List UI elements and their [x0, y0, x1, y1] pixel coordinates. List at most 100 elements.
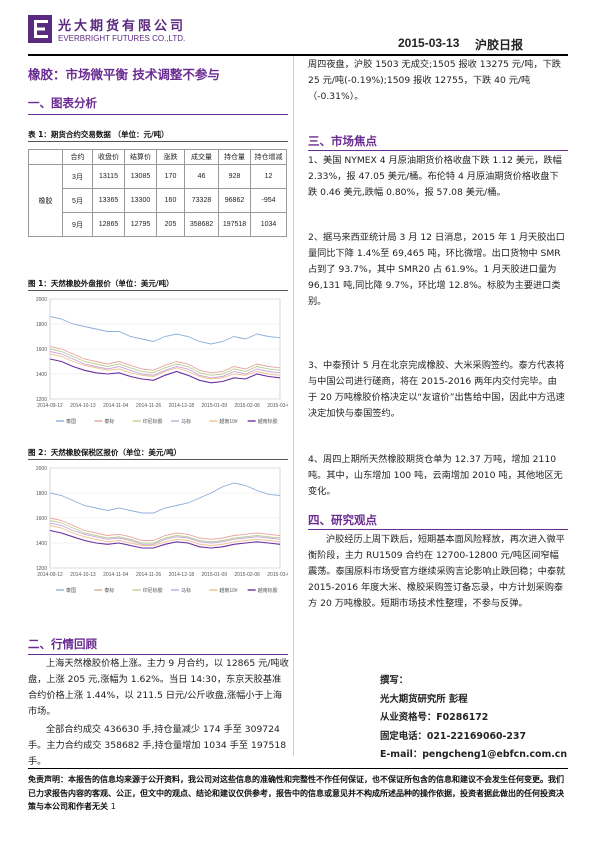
table-cell: -954 [250, 188, 287, 213]
section-rule [28, 114, 288, 115]
chart2-series-line [49, 529, 281, 549]
company-logo [28, 15, 52, 43]
table-header: 持仓增减 [250, 149, 287, 165]
chart2-x-tick-label: 2014-11-04 [103, 572, 128, 578]
chart1-legend-label: 马标 [181, 418, 191, 425]
chart1-y-tick-label: 1400 [36, 372, 47, 378]
chart2-series-line [49, 522, 281, 545]
section-chart-analysis: 一、图表分析 [28, 96, 97, 110]
chart1-x-tick-label: 2015-03-09 [267, 403, 288, 409]
focus-item-3: 3、中泰预计 5 月在北京完成橡胶、大米采购签约。泰方代表将与中国公司进行磋商，… [308, 360, 565, 419]
table-header: 持仓量 [218, 149, 251, 165]
chart1-series-line [49, 346, 281, 374]
header-rule [28, 54, 568, 56]
focus-item-4: 4、周四上期所天然橡胶期货仓单为 12.37 万吨，增加 2110 吨。其中，山… [308, 454, 563, 497]
chart2-y-tick-label: 1800 [36, 491, 47, 497]
table-cell: 13115 [92, 164, 125, 189]
chart2-legend-label: 印尼标胶 [143, 587, 163, 594]
chart1-y-tick-label: 2000 [36, 297, 47, 303]
chart1-x-tick-label: 2015-02-06 [234, 403, 260, 409]
chart1-legend-label: 印尼标胶 [143, 418, 163, 425]
section-market-focus: 三、市场焦点 [308, 134, 377, 148]
table-cell: 3月 [62, 164, 93, 189]
table-header: 收盘价 [92, 149, 125, 165]
chart1-legend-label: 泰标 [104, 418, 114, 425]
chart1-x-tick-label: 2014-11-26 [136, 403, 161, 409]
caption-rule [28, 459, 288, 460]
chart2-legend-label: 泰国 [66, 587, 76, 594]
section-rule [308, 150, 568, 151]
review-paragraph-1: 上海天然橡胶价格上涨。主力 9 月合约，以 12865 元/吨收盘，上涨 205… [28, 658, 289, 717]
chart2-y-tick-label: 1400 [36, 541, 47, 547]
chart1-series-line [49, 351, 281, 379]
disclaimer: 免责声明：本报告的信息均来源于公开资料，我公司对这些信息的准确性和完整性不作任何… [28, 773, 568, 814]
table-cell: 197518 [218, 212, 251, 237]
author-email[interactable]: E-mail：pengcheng1@ebfcn.com.cn [380, 749, 568, 760]
table-cell: 46 [184, 164, 219, 189]
table-cell: 160 [156, 188, 185, 213]
chart2-x-tick-label: 2014-11-26 [136, 572, 161, 578]
table-cell: 928 [218, 164, 251, 189]
table-cell: 5月 [62, 188, 93, 213]
table-header: 结算价 [124, 149, 157, 165]
chart1-caption: 图 1：天然橡胶外盘报价（单位：美元/吨） [28, 279, 174, 288]
futures-table: 合约 收盘价 结算价 涨跌 成交量 持仓量 持仓增减 橡胶 3月 13115 1… [28, 149, 287, 237]
table-cell: 96862 [218, 188, 251, 213]
chart2-y-tick-label: 2000 [36, 466, 47, 472]
author-label: 撰写： [380, 675, 409, 686]
chart2-series-line [49, 482, 281, 514]
company-name-cn: 光大期货有限公司 [58, 19, 187, 34]
chart2-legend-label: 越南10# [219, 587, 238, 594]
review-paragraph-2: 全部合约成交 436630 手,持仓量减少 174 手至 309724 手。主力… [28, 724, 287, 767]
main-title: 橡胶：市场微平衡 技术调整不参与 [28, 67, 220, 82]
table-cell: 205 [156, 212, 185, 237]
table-cell: 12865 [92, 212, 125, 237]
night-session-text: 周四夜盘，沪胶 1503 无成交;1505 报收 13275 元/吨，下跌 25… [308, 59, 561, 102]
chart1-x-tick-label: 2015-01-09 [201, 403, 227, 409]
chart1-x-tick-label: 2014-12-18 [169, 403, 195, 409]
chart2-y-tick-label: 1600 [36, 516, 47, 522]
chart2-y-tick-label: 1200 [36, 566, 47, 572]
chart1-x-tick-label: 2014-09-12 [37, 403, 63, 409]
chart1-series-line [49, 358, 281, 384]
chart2-x-tick-label: 2014-09-12 [37, 572, 63, 578]
author-phone: 固定电话：021-22169060-237 [380, 730, 526, 742]
chart2-x-tick-label: 2015-03-09 [267, 572, 288, 578]
chart1-legend-label: 越南10# [219, 418, 238, 425]
table-cell: 12795 [124, 212, 157, 237]
section-research-view: 四、研究观点 [308, 513, 377, 527]
footer-rule [28, 768, 568, 769]
table-caption: 表 1：期货合约交易数据 （单位：元/吨） [28, 130, 169, 139]
chart1-series-line [49, 353, 281, 380]
table-cell: 9月 [62, 212, 93, 237]
page-number: 1 [110, 802, 116, 811]
chart1-y-tick-label: 1200 [36, 397, 47, 403]
chart2-x-tick-label: 2015-01-09 [201, 572, 227, 578]
commodity-cell: 橡胶 [28, 164, 63, 237]
section-market-review: 二、行情回顾 [28, 637, 97, 651]
caption-rule [28, 290, 288, 291]
table-cell: 1034 [250, 212, 287, 237]
chart2-legend-label: 越南标胶 [258, 587, 278, 594]
chart1-y-tick-label: 1600 [36, 347, 47, 353]
table-header: 成交量 [184, 149, 219, 165]
research-view-text: 沪胶经历上周下跌后，短期基本面风险释放，再次进入微平衡阶段，主力 RU1509 … [308, 534, 566, 609]
table-header-row: 合约 收盘价 结算价 涨跌 成交量 持仓量 持仓增减 [28, 149, 287, 165]
chart1-x-tick-label: 2014-11-04 [103, 403, 128, 409]
table-header: 合约 [62, 149, 93, 165]
chart2-legend-label: 马标 [181, 587, 191, 594]
chart1-series-line [49, 316, 281, 345]
table-header: 涨跌 [156, 149, 185, 165]
caption-rule [28, 141, 288, 142]
table-row: 9月 12865 12795 205 358682 197518 1034 [29, 212, 287, 237]
chart1-series-line [49, 348, 281, 376]
chart2-series-line [49, 525, 281, 546]
focus-item-2: 2、据马来西亚统计局 3 月 12 日消息，2015 年 1 月天胶出口量同比下… [308, 232, 565, 307]
chart2-x-tick-label: 2014-12-18 [169, 572, 195, 578]
table-cell: 13365 [92, 188, 125, 213]
report-name: 沪胶日报 [475, 38, 524, 52]
chart1-y-tick-label: 1800 [36, 322, 47, 328]
table-row: 5月 13365 13300 160 73328 96862 -954 [29, 188, 287, 213]
